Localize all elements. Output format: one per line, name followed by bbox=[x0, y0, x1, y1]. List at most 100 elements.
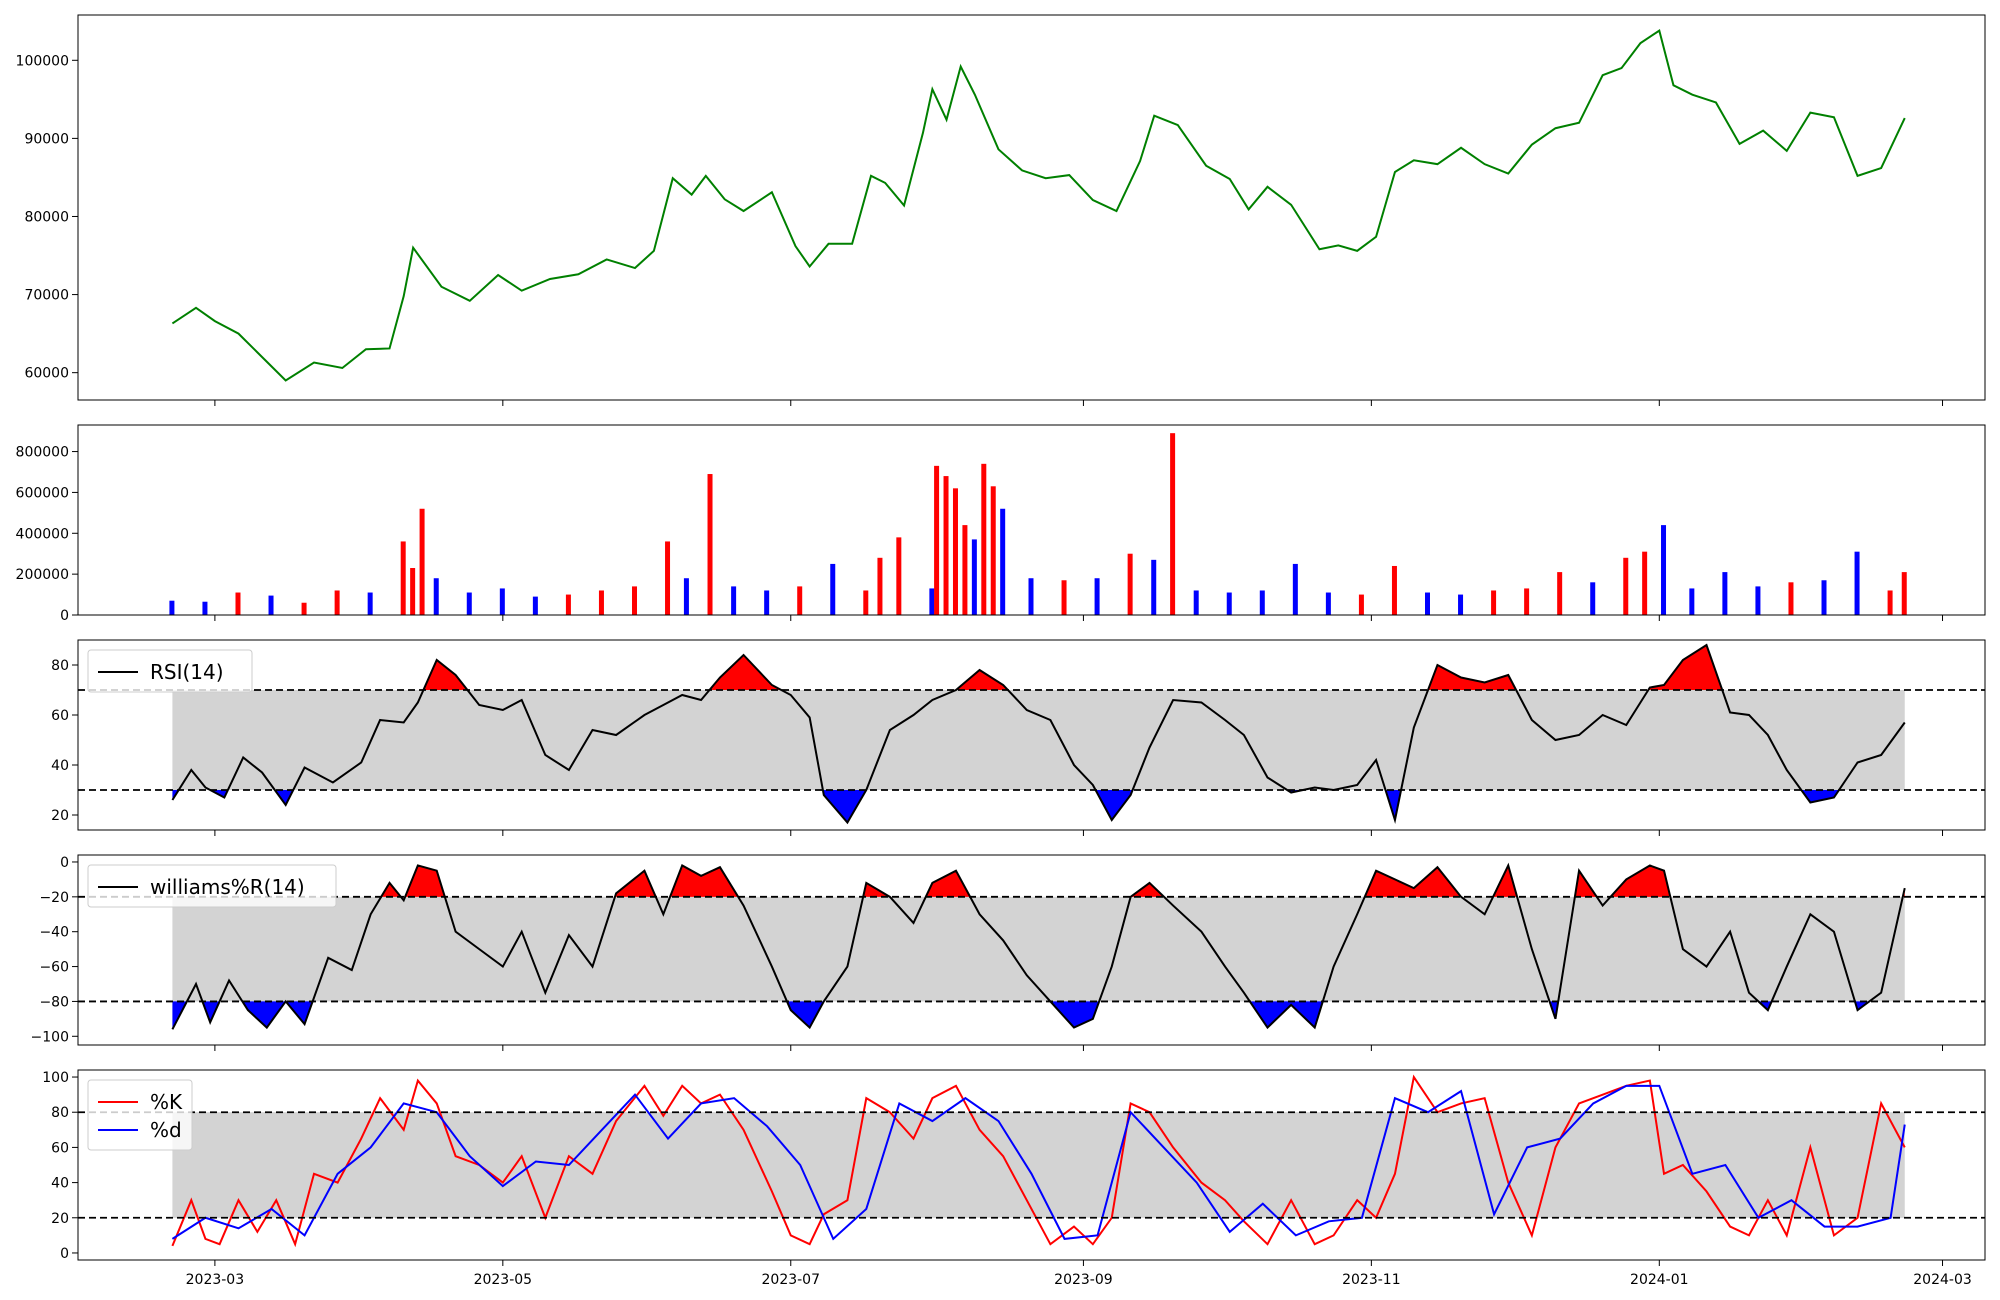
volume-bar bbox=[1689, 588, 1695, 615]
williams-line bbox=[171, 862, 1906, 1030]
volume-bar bbox=[1661, 525, 1667, 615]
volume-bar bbox=[334, 590, 340, 615]
volume-bar bbox=[499, 588, 505, 615]
volume-bar bbox=[410, 568, 416, 615]
volume-bar bbox=[400, 541, 406, 615]
y-tick-label: 80000 bbox=[24, 209, 69, 225]
volume-bar bbox=[830, 563, 836, 615]
volume-bar bbox=[202, 601, 208, 615]
legend-label: %d bbox=[150, 1118, 182, 1142]
volume-bar bbox=[169, 600, 175, 615]
legend-box bbox=[87, 1079, 193, 1151]
price-line bbox=[171, 29, 1906, 382]
volume-bar bbox=[929, 588, 935, 615]
williams-panel: 0 −20 −40 −60 −80 −100 williams%R(14) bbox=[31, 854, 1986, 1051]
neutral-band bbox=[172, 690, 1905, 790]
overbought-area bbox=[423, 645, 1723, 690]
volume-bar bbox=[466, 592, 472, 615]
volume-bar bbox=[896, 537, 902, 615]
y-tick-label: 60 bbox=[51, 1140, 69, 1156]
y-tick-label: −100 bbox=[31, 1029, 69, 1045]
axes-frame bbox=[77, 14, 1986, 401]
volume-bar bbox=[1000, 508, 1006, 615]
x-tick-label: 2023-05 bbox=[474, 1272, 533, 1288]
legend-label: RSI(14) bbox=[150, 660, 224, 684]
volume-bar bbox=[1028, 578, 1034, 615]
stochastic-panel: 0 20 40 60 80 100 %K %d 2023-03 2023-05 2023-07 202… bbox=[42, 1069, 1986, 1288]
volume-bar bbox=[962, 525, 968, 615]
x-tick-label: 2023-07 bbox=[762, 1272, 821, 1288]
volume-bar bbox=[1458, 594, 1464, 615]
volume-bar bbox=[952, 488, 958, 615]
x-tick-label: 2023-11 bbox=[1342, 1272, 1401, 1288]
legend-label: williams%R(14) bbox=[150, 875, 305, 899]
axes-frame bbox=[77, 1069, 1986, 1261]
y-tick-label: 70000 bbox=[24, 288, 69, 304]
volume-bar bbox=[683, 578, 689, 615]
volume-bar bbox=[598, 590, 604, 615]
y-tick-label: 600000 bbox=[16, 485, 69, 501]
volume-bar bbox=[1722, 572, 1728, 615]
volume-bar bbox=[1590, 582, 1596, 615]
y-tick-label: 20 bbox=[51, 1211, 69, 1227]
volume-bar bbox=[1358, 594, 1364, 615]
volume-bar bbox=[1524, 588, 1530, 615]
y-tick-label: 100000 bbox=[16, 53, 69, 69]
neutral-band bbox=[172, 1112, 1905, 1218]
volume-bar bbox=[1425, 592, 1430, 615]
y-tick-label: 0 bbox=[60, 1246, 69, 1262]
axes-frame bbox=[77, 424, 1986, 616]
y-tick-label: 40 bbox=[51, 1176, 69, 1192]
volume-bar bbox=[707, 474, 713, 615]
volume-bar bbox=[1325, 592, 1331, 615]
y-tick-label: 80 bbox=[51, 658, 69, 674]
legend-box bbox=[87, 864, 337, 908]
volume-bar bbox=[877, 557, 883, 615]
volume-bar bbox=[1127, 553, 1133, 615]
volume-bar bbox=[1193, 590, 1199, 615]
neutral-band bbox=[172, 896, 1905, 1002]
y-tick-label: 800000 bbox=[16, 445, 69, 461]
y-tick-label: −40 bbox=[39, 925, 69, 941]
volume-bar bbox=[1642, 551, 1648, 615]
rsi-line bbox=[171, 643, 1906, 825]
y-tick-label: −80 bbox=[39, 994, 69, 1010]
axes-frame bbox=[77, 639, 1986, 831]
volume-bar bbox=[1151, 559, 1157, 615]
volume-bar bbox=[943, 476, 949, 615]
y-tick-label: 0 bbox=[60, 608, 69, 624]
volume-bar bbox=[235, 592, 241, 615]
y-tick-label: 200000 bbox=[16, 567, 69, 583]
volume-bar bbox=[1854, 551, 1860, 615]
volume-bar bbox=[1170, 433, 1176, 615]
y-tick-label: 60000 bbox=[24, 366, 69, 382]
volume-bar bbox=[1226, 592, 1232, 615]
y-tick-label: 80 bbox=[51, 1105, 69, 1121]
volume-bar bbox=[1292, 563, 1298, 615]
legend-label: %K bbox=[150, 1090, 183, 1114]
volume-bar bbox=[565, 594, 571, 615]
x-tick-label: 2024-01 bbox=[1630, 1272, 1689, 1288]
volume-bar bbox=[665, 541, 671, 615]
d-line bbox=[171, 1084, 1906, 1241]
volume-bar bbox=[632, 586, 637, 615]
volume-bar bbox=[1259, 590, 1265, 615]
volume-bar bbox=[1623, 557, 1629, 615]
volume-bar bbox=[1061, 580, 1067, 615]
axes-frame bbox=[77, 854, 1986, 1046]
rsi-panel: 20 40 60 80 RSI(14) bbox=[51, 639, 1986, 836]
volume-bar bbox=[1491, 590, 1497, 615]
volume-bar bbox=[268, 595, 274, 615]
y-tick-label: 60 bbox=[51, 708, 69, 724]
y-tick-label: −20 bbox=[39, 890, 69, 906]
volume-bar bbox=[419, 508, 425, 615]
volume-bar bbox=[1901, 572, 1907, 615]
volume-bar bbox=[764, 590, 770, 615]
y-tick-label: 40 bbox=[51, 758, 69, 774]
volume-bar bbox=[301, 602, 307, 615]
y-tick-label: 20 bbox=[51, 808, 69, 824]
y-tick-label: 90000 bbox=[24, 131, 69, 147]
y-tick-label: 0 bbox=[60, 855, 69, 871]
